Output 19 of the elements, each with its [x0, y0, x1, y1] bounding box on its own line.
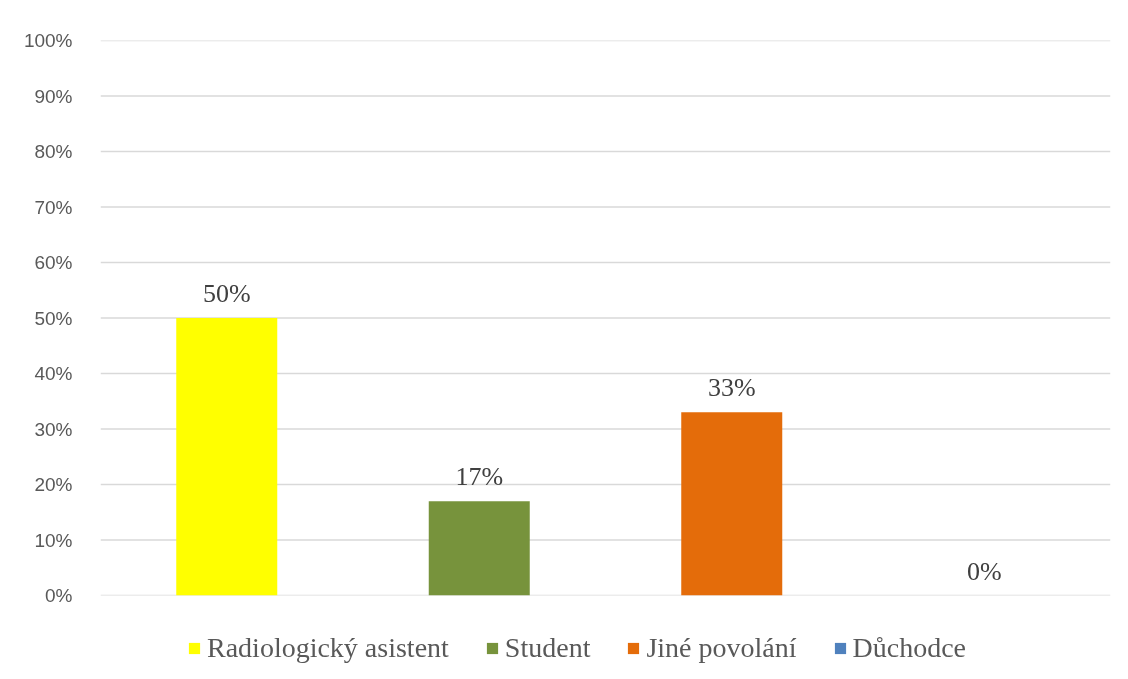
legend-label: Jiné povolání	[646, 632, 797, 664]
y-tick-label: 30%	[34, 418, 73, 440]
y-tick-label: 100%	[23, 30, 73, 51]
data-label: 17%	[455, 462, 504, 492]
y-tick-label: 40%	[34, 363, 73, 384]
y-tick-label: 50%	[34, 307, 73, 329]
y-tick-label: 80%	[34, 141, 73, 162]
data-label: 0%	[966, 556, 1002, 586]
y-tick-label: 10%	[34, 529, 73, 551]
y-tick-label: 60%	[34, 252, 73, 273]
legend-label: Důchodce	[852, 632, 967, 664]
y-tick-label: 70%	[34, 196, 73, 218]
data-label: 50%	[202, 279, 251, 308]
y-tick-label: 0%	[45, 585, 73, 606]
legend-label: Student	[504, 632, 591, 664]
data-label: 33%	[707, 373, 756, 403]
y-tick-label: 90%	[34, 85, 73, 107]
legend-label: Radiologický asistent	[207, 632, 449, 664]
y-tick-label: 20%	[34, 474, 73, 495]
